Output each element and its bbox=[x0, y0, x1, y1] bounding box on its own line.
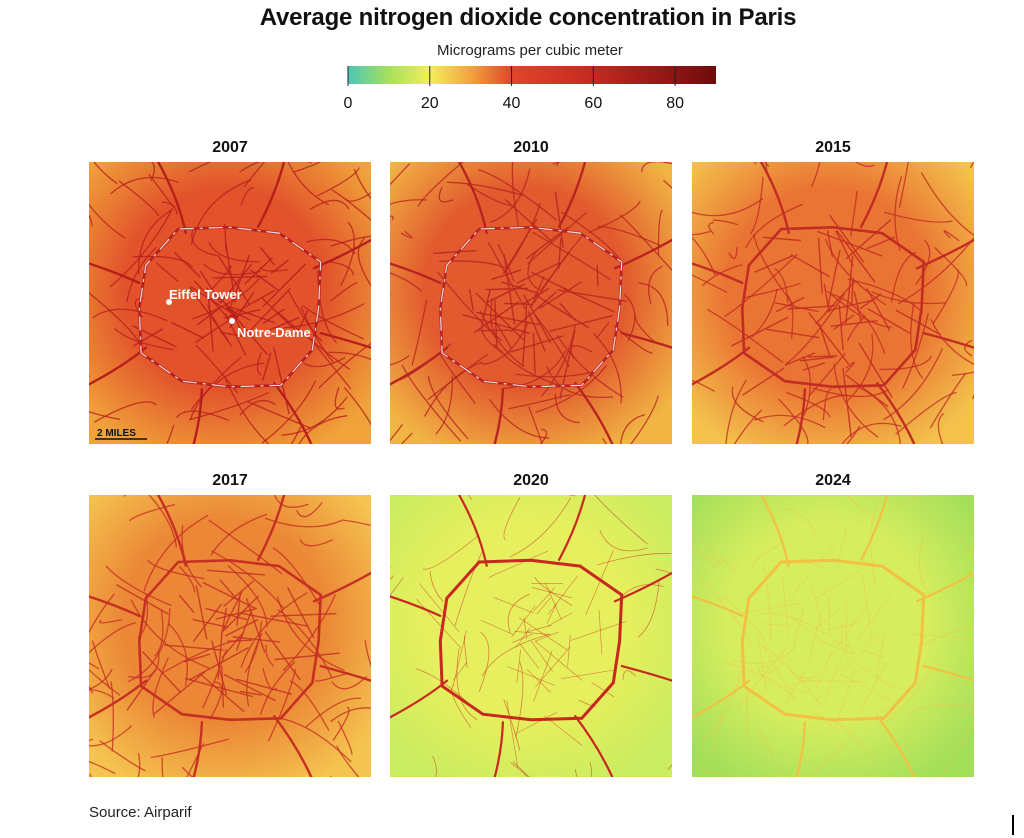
legend-tick-label: 0 bbox=[344, 95, 353, 112]
map-panel-2015 bbox=[692, 162, 974, 444]
scale-bar-label: 2 MILES bbox=[97, 428, 136, 439]
notre-dame-label: Notre-Dame bbox=[237, 325, 311, 340]
panel-year-2015: 2015 bbox=[815, 139, 851, 156]
scale-bar: 2 MILES bbox=[95, 428, 147, 440]
text-cursor bbox=[1012, 815, 1014, 835]
chart-title: Average nitrogen dioxide concentration i… bbox=[259, 4, 797, 31]
legend-color-bar bbox=[348, 66, 716, 84]
panel-year-2017: 2017 bbox=[212, 472, 248, 489]
eiffel-tower-annotation: Eiffel Tower bbox=[166, 287, 242, 305]
ring-road-highlight bbox=[138, 226, 322, 388]
panel-year-2020: 2020 bbox=[513, 472, 549, 489]
color-legend: 0 20 40 60 80 bbox=[344, 66, 716, 112]
panel-year-2007: 2007 bbox=[212, 139, 248, 156]
source-note: Source: Airparif bbox=[89, 804, 192, 821]
concentration-heatmap bbox=[692, 495, 974, 777]
ring-road-highlight bbox=[439, 226, 623, 388]
legend-tick-label: 80 bbox=[666, 95, 684, 112]
eiffel-tower-label: Eiffel Tower bbox=[169, 287, 242, 302]
road-network bbox=[692, 495, 974, 777]
panel-year-2010: 2010 bbox=[513, 139, 549, 156]
panel-year-2024: 2024 bbox=[815, 472, 851, 489]
legend-tick-label: 40 bbox=[503, 95, 521, 112]
map-panel-2024 bbox=[692, 495, 974, 777]
map-panel-2007: Eiffel Tower Notre-Dame 2 MILES bbox=[89, 162, 371, 444]
legend-title: Micrograms per cubic meter bbox=[437, 42, 623, 59]
legend-tick-label: 60 bbox=[584, 95, 602, 112]
concentration-heatmap bbox=[89, 495, 371, 777]
map-panel-2020 bbox=[390, 495, 672, 777]
map-panel-2017 bbox=[89, 495, 371, 777]
legend-tick-label: 20 bbox=[421, 95, 439, 112]
concentration-heatmap bbox=[390, 495, 672, 777]
notre-dame-annotation: Notre-Dame bbox=[229, 318, 311, 340]
eiffel-tower-marker bbox=[166, 299, 172, 305]
road-network bbox=[390, 495, 672, 777]
road-network bbox=[89, 495, 371, 777]
notre-dame-marker bbox=[229, 318, 235, 324]
concentration-heatmap bbox=[390, 162, 672, 444]
road-network bbox=[692, 162, 974, 444]
road-network bbox=[390, 162, 672, 444]
map-panel-2010 bbox=[390, 162, 672, 444]
